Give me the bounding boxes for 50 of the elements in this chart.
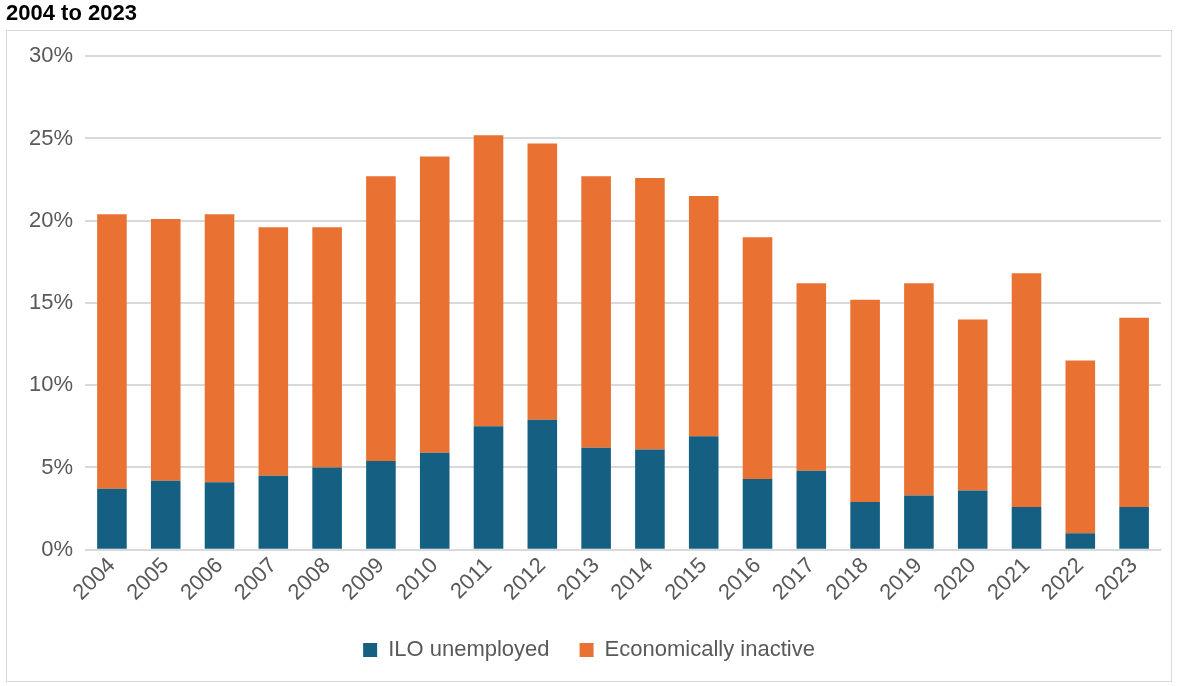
legend-label: ILO unemployed [388,636,550,662]
bar [904,283,934,496]
y-tick-label: 25% [28,124,74,150]
bar [150,480,181,549]
y-tick-label: 0% [41,535,74,561]
bar [635,449,665,549]
bar [473,426,504,549]
bar [204,214,235,483]
bar [1119,317,1149,507]
chart-title: 2004 to 2023 [6,0,137,26]
bar [688,436,719,549]
bar [527,419,558,549]
y-tick-label: 20% [28,206,74,232]
legend-label: Economically inactive [604,636,815,662]
bar [1065,533,1096,549]
bar [742,478,773,549]
y-tick-label: 15% [28,289,74,315]
bar [688,196,719,437]
bar [581,176,611,448]
bar [204,482,235,549]
bar [635,177,665,450]
bar [581,447,611,549]
y-tick-label: 10% [28,371,74,397]
bar [850,502,880,549]
bar [366,460,396,549]
bar [796,283,827,471]
bar [366,176,396,461]
bar [742,237,773,479]
bar [258,475,289,549]
bar [527,143,558,420]
y-tick-label: 30% [28,42,74,68]
bar [97,214,127,489]
bar [1011,273,1042,507]
bar [312,467,342,549]
bar [957,319,988,491]
bar [850,299,880,503]
bar [1011,506,1042,549]
bar [419,156,450,453]
bar [419,452,450,549]
bar [473,135,504,427]
bar [312,227,342,468]
bar [1119,506,1149,549]
bar [258,227,289,476]
bar [150,219,181,481]
y-tick-label: 5% [41,453,74,479]
bar [1065,360,1096,534]
bar [796,470,827,549]
bar [957,490,988,549]
bar [904,495,934,549]
bar [97,488,127,549]
